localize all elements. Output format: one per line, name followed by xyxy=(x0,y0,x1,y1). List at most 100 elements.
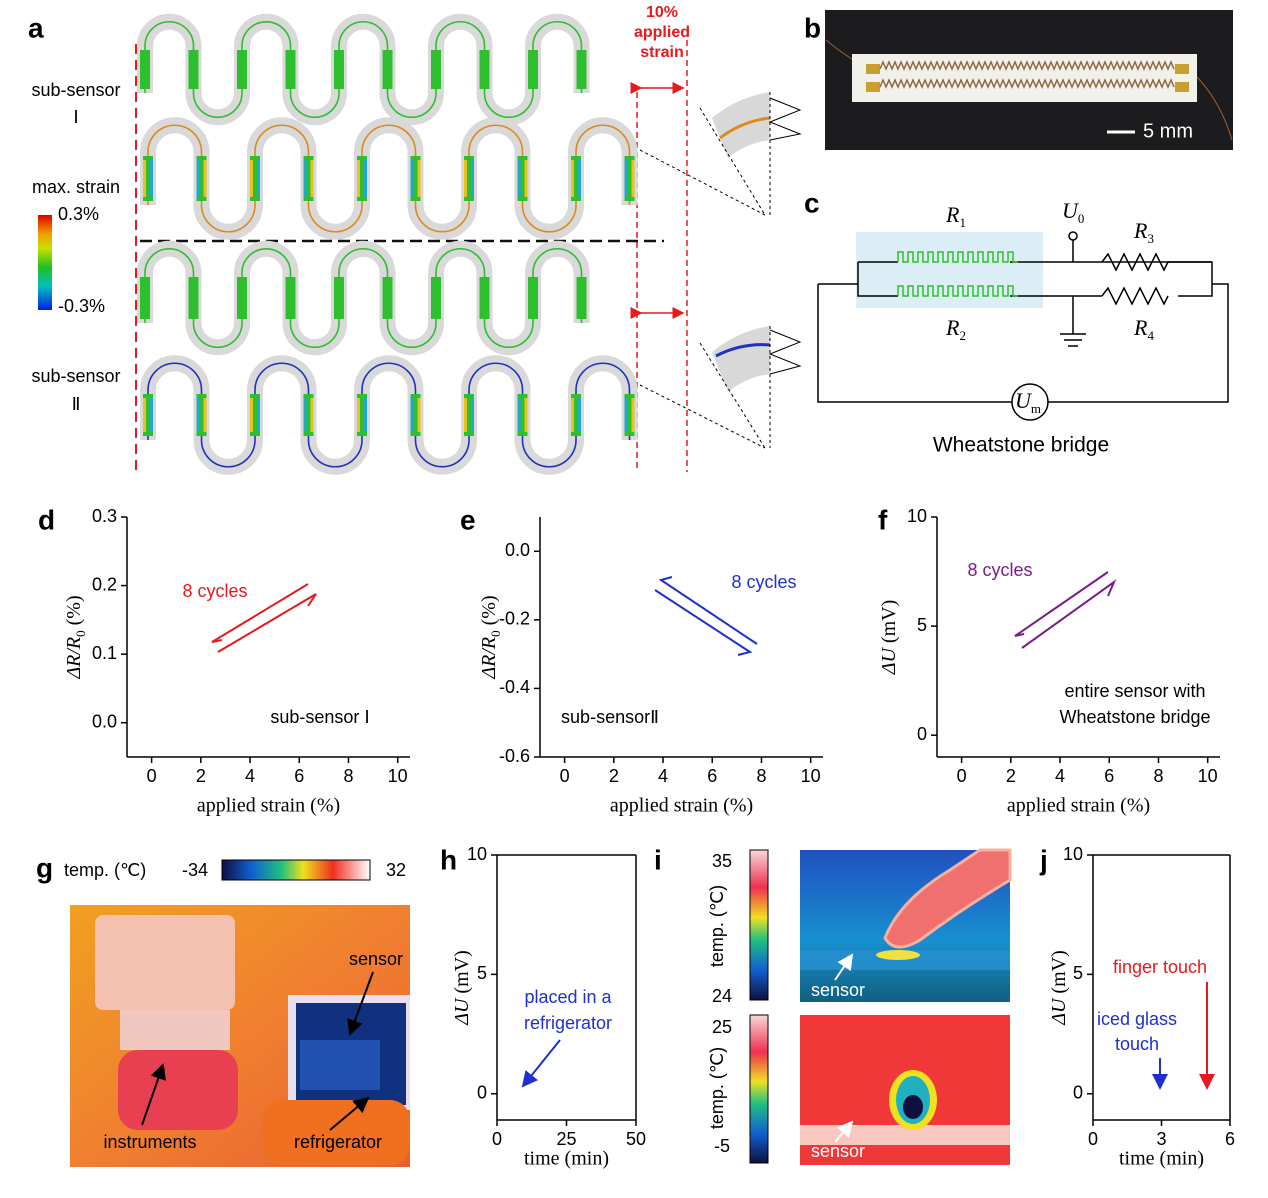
colorbar-title: max. strain xyxy=(32,177,120,197)
serpentine-wire xyxy=(144,21,583,118)
y-axis-title-part: ΔU xyxy=(451,997,473,1026)
x-axis-title: time (min) xyxy=(1119,1148,1204,1170)
strain-edge xyxy=(257,398,260,432)
colorbar-label: 35 xyxy=(712,851,732,871)
strain-segment xyxy=(303,156,314,201)
x-tick-label: 10 xyxy=(1198,766,1218,786)
strain-edge xyxy=(464,398,467,432)
strain-segment xyxy=(334,50,344,89)
image-label: refrigerator xyxy=(294,1132,382,1152)
panel-letter: e xyxy=(460,504,476,535)
strain-edge xyxy=(143,160,146,197)
strain-segment xyxy=(464,394,474,436)
strain-segment xyxy=(143,156,153,201)
panel-letter: c xyxy=(804,187,820,218)
strain-segment xyxy=(571,156,581,201)
x-tick-label: 6 xyxy=(1225,1129,1235,1149)
circuit-label-part: 4 xyxy=(1147,328,1154,343)
x-axis-title: applied strain (%) xyxy=(610,795,753,817)
x-axis-title: applied strain (%) xyxy=(197,795,340,817)
x-tick-label: 50 xyxy=(626,1129,646,1149)
strain-edge xyxy=(624,160,628,197)
circuit-label-part: 1 xyxy=(959,215,966,230)
colorbar-label: -5 xyxy=(714,1136,730,1156)
panel-i-thermal xyxy=(749,848,1012,1165)
y-axis-title: ΔU (mV) xyxy=(878,600,900,676)
x-tick-label: 2 xyxy=(609,766,619,786)
x-axis-title: time (min) xyxy=(524,1148,609,1170)
y-axis-title-part: (%) xyxy=(63,595,85,625)
strain-edge xyxy=(150,398,153,432)
circuit-label: Um xyxy=(1015,388,1041,416)
strain-edge xyxy=(303,160,307,197)
strain-segment xyxy=(196,156,207,201)
y-tick-label: 5 xyxy=(917,615,927,635)
colorbar-title: temp. (℃) xyxy=(707,885,727,967)
strain-edge xyxy=(571,398,574,432)
strain-edge xyxy=(578,398,581,432)
x-tick-label: 4 xyxy=(245,766,255,786)
strain-segment xyxy=(517,394,528,436)
strain-edge xyxy=(364,160,367,197)
image-label: sensor xyxy=(349,949,403,969)
colorbar-title: temp. (℃) xyxy=(707,1047,727,1129)
x-tick-label: 0 xyxy=(492,1129,502,1149)
strain-edge xyxy=(310,398,314,432)
strain-segment xyxy=(382,50,393,89)
strain-edge xyxy=(364,398,367,432)
strain-edge xyxy=(143,398,146,432)
x-tick-label: 25 xyxy=(556,1129,576,1149)
circuit-label-part: U xyxy=(1015,388,1033,413)
strain-edge xyxy=(196,398,200,432)
strain-segment xyxy=(237,277,247,319)
x-tick-label: 10 xyxy=(388,766,408,786)
circuit-label-part: 3 xyxy=(1147,231,1154,246)
strain-edge xyxy=(250,398,253,432)
row-label: sub-sensor xyxy=(31,80,120,100)
circuit-label: R3 xyxy=(1133,218,1154,246)
serpentine-band xyxy=(137,240,590,356)
strain-segment xyxy=(528,277,538,319)
strain-segment xyxy=(285,277,296,319)
circuit-label-part: R xyxy=(1133,218,1148,243)
annotation: placed in a xyxy=(524,987,612,1007)
strain-edge xyxy=(417,398,421,432)
y-axis-title-part: ΔU xyxy=(878,647,900,676)
strain-segment xyxy=(250,394,260,436)
strain-edge xyxy=(410,398,414,432)
colorbar-label: -0.3% xyxy=(58,296,105,316)
circuit-label: R2 xyxy=(945,315,966,343)
colorbar-label: 24 xyxy=(712,986,732,1006)
serpentine-wire xyxy=(147,362,631,468)
cycle-arrows xyxy=(211,571,1117,656)
strain-segment xyxy=(334,277,344,319)
serpentine-band xyxy=(140,355,638,475)
caption: Wheatstone bridge xyxy=(933,434,1109,457)
strain-edge xyxy=(150,160,153,197)
strain-edge xyxy=(517,398,521,432)
strain-edge xyxy=(471,398,474,432)
panel-letter: d xyxy=(38,504,55,535)
x-tick-label: 0 xyxy=(957,766,967,786)
x-tick-label: 2 xyxy=(196,766,206,786)
panel-c-circuit xyxy=(817,231,1229,421)
x-tick-label: 4 xyxy=(658,766,668,786)
x-tick-label: 8 xyxy=(1153,766,1163,786)
y-tick-label: -0.4 xyxy=(499,677,530,697)
circuit-label-part: U xyxy=(1062,198,1080,223)
y-axis-title-part: (mV) xyxy=(1048,950,1070,993)
strain-edge xyxy=(303,398,307,432)
image-label: sensor xyxy=(811,1141,865,1161)
strain-segment xyxy=(576,277,587,319)
panel-letter: g xyxy=(36,852,53,883)
strain-segment xyxy=(464,156,474,201)
strain-edge xyxy=(624,398,628,432)
circuit-label-part: R xyxy=(945,202,960,227)
row-label: Ⅱ xyxy=(72,394,81,414)
annotation: sub-sensor Ⅰ xyxy=(270,707,369,727)
annotation: refrigerator xyxy=(524,1013,612,1033)
strain-segment xyxy=(410,394,421,436)
annotation: iced glass xyxy=(1097,1009,1177,1029)
strain-segment xyxy=(303,394,314,436)
